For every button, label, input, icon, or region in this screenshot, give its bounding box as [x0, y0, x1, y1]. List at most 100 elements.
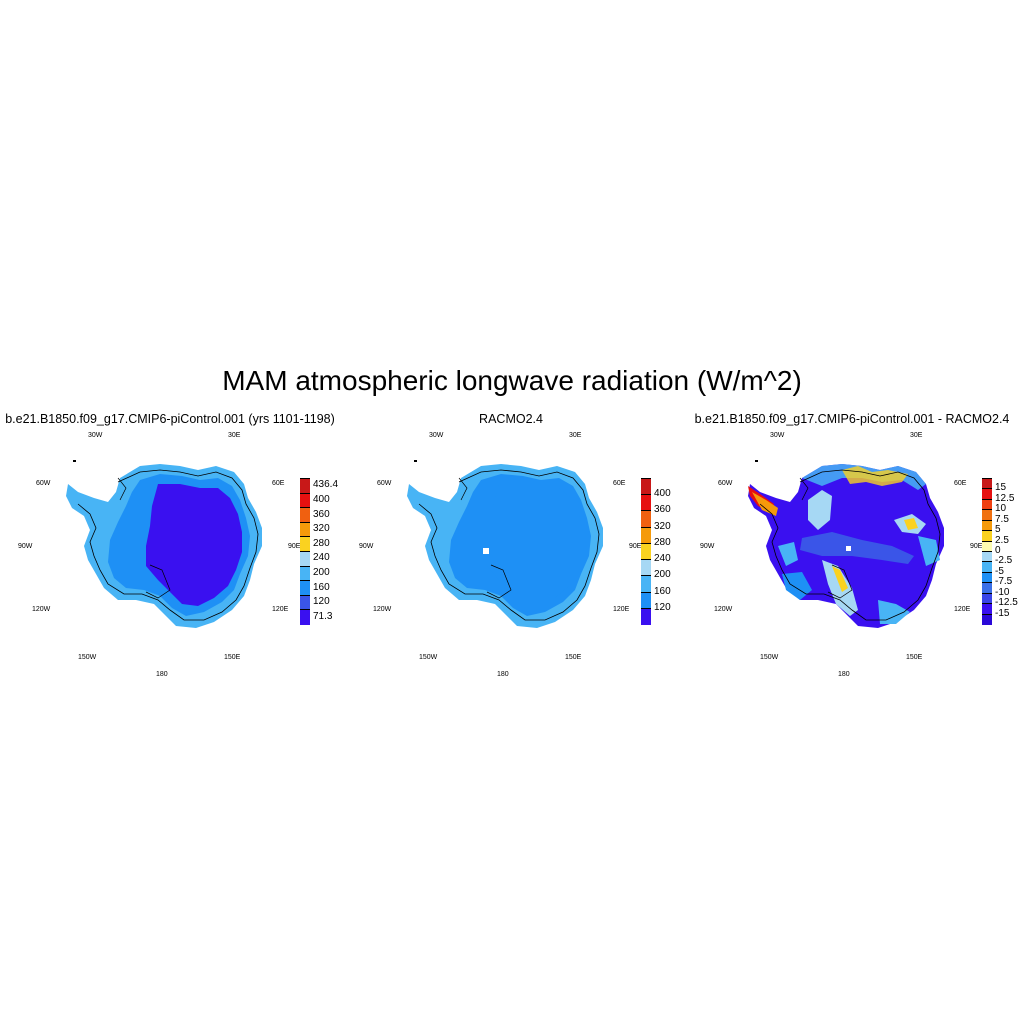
colorbar-label: 12.5	[995, 492, 1015, 504]
ice-shelf-line	[117, 477, 127, 501]
colorbar-label: 120	[313, 596, 330, 608]
colorbar-label: -7.5	[995, 576, 1013, 588]
colorbar-label: 320	[313, 523, 330, 535]
colorbar-box	[300, 580, 310, 596]
colorbar-box	[641, 494, 651, 512]
coastline	[77, 469, 259, 621]
longitude-label: 120E	[272, 606, 289, 613]
colorbar-box	[982, 478, 992, 490]
west-anomaly	[778, 542, 798, 566]
longitude-label: 180	[497, 671, 509, 678]
colorbar-label: 10	[995, 503, 1007, 515]
colorbar-box	[641, 526, 651, 544]
coastline	[759, 469, 941, 621]
colorbar-label: 71.3	[313, 610, 333, 622]
longitude-label: 30W	[88, 432, 103, 439]
longitude-label: 60W	[718, 480, 733, 487]
colorbar-label: 160	[313, 581, 330, 593]
longitude-label: 60W	[377, 480, 392, 487]
colorbar-label: -5	[995, 565, 1004, 577]
longitude-label: 90E	[970, 543, 983, 550]
colorbar-box	[982, 530, 992, 542]
longitude-label: 150E	[224, 654, 241, 661]
map-layer-2	[146, 484, 242, 606]
panel-title: RACMO2.4	[479, 412, 543, 426]
colorbar-label: 360	[654, 504, 671, 516]
longitude-label: 60E	[613, 480, 626, 487]
panel-title: b.e21.B1850.f09_g17.CMIP6-piControl.001 …	[5, 412, 335, 426]
map-layer-2	[487, 484, 583, 606]
colorbar-label: -12.5	[995, 597, 1018, 609]
longitude-label: 30E	[228, 432, 241, 439]
colorbar-box	[982, 540, 992, 552]
colorbar-label: 320	[654, 520, 671, 532]
central-anomaly-band	[800, 532, 914, 564]
longitude-label: 150W	[78, 654, 97, 661]
colorbar-label: 400	[313, 493, 330, 505]
colorbar: 436.4 400 360 320 280 240 200 160 120 71.3	[300, 478, 340, 625]
longitude-label: 120W	[32, 606, 51, 613]
colorbar-label: 200	[654, 569, 671, 581]
colorbar-box	[300, 536, 310, 552]
colorbar-box	[300, 521, 310, 538]
colorbar-label: 240	[313, 552, 330, 564]
colorbar-box	[982, 571, 992, 584]
colorbar-box	[982, 498, 992, 511]
south-coast-anomaly	[878, 600, 910, 624]
colorbar-label: 360	[313, 508, 330, 520]
east-coast-anomaly	[918, 536, 940, 566]
longitude-label: 180	[156, 671, 168, 678]
colorbar-box	[982, 519, 992, 532]
longitude-label: 120E	[954, 606, 971, 613]
colorbar-box	[300, 594, 310, 611]
colorbar-box	[300, 492, 310, 509]
colorbar-box	[641, 607, 651, 625]
pole-gap	[846, 546, 851, 551]
colorbar-box	[982, 613, 992, 625]
longitude-label: 90W	[359, 543, 374, 550]
ice-shelf-line	[458, 477, 468, 501]
shelf-anomaly-2	[832, 566, 848, 592]
colorbar: 15 12.5 10 7.5 5 2.5 0 -2.5 -5 -7.5 -10 -12.5 -15	[982, 478, 1022, 625]
ice-shelf-line	[486, 564, 512, 599]
panel-title: b.e21.B1850.f09_g17.CMIP6-piControl.001 …	[694, 412, 1010, 426]
longitude-label: 150E	[565, 654, 582, 661]
colorbar-label: 200	[313, 566, 330, 578]
colorbar-box	[300, 609, 310, 625]
longitude-label: 90W	[18, 543, 33, 550]
island-marker	[414, 460, 417, 462]
longitude-label: 150W	[760, 654, 779, 661]
map-canvas	[748, 460, 944, 628]
colorbar-label: 2.5	[995, 534, 1009, 546]
colorbar-box	[641, 478, 651, 496]
longitude-label: 90E	[288, 543, 301, 550]
map-canvas	[407, 460, 603, 628]
longitude-label: 150E	[906, 654, 923, 661]
colorbar-box	[982, 603, 992, 615]
island-marker	[755, 460, 758, 462]
pole-gap	[483, 548, 489, 554]
figure-title: MAM atmospheric longwave radiation (W/m^…	[222, 365, 802, 396]
colorbar-label: -10	[995, 586, 1010, 598]
map-canvas	[66, 460, 262, 628]
colorbar-label: 5	[995, 524, 1001, 536]
colorbar-label: 160	[654, 585, 671, 597]
shelf-anomaly	[822, 560, 858, 616]
longitude-label: 120W	[714, 606, 733, 613]
colorbar-box	[641, 591, 651, 609]
colorbar-label: 400	[654, 488, 671, 500]
ice-shelf-line	[145, 564, 171, 599]
colorbar-box	[300, 507, 310, 523]
colorbar: 400 360 320 280 240 200 160 120	[641, 478, 681, 625]
longitude-label: 150W	[419, 654, 438, 661]
colorbar-label: 240	[654, 553, 671, 565]
ice-shelf-line	[827, 564, 853, 599]
colorbar-box	[982, 551, 992, 563]
longitude-label: 30E	[910, 432, 923, 439]
longitude-label: 60E	[954, 480, 967, 487]
peninsula-anomaly-2	[752, 492, 778, 516]
longitude-label: 30E	[569, 432, 582, 439]
colorbar-box	[641, 575, 651, 593]
colorbar-label: 280	[654, 536, 671, 548]
colorbar-box	[982, 592, 992, 605]
